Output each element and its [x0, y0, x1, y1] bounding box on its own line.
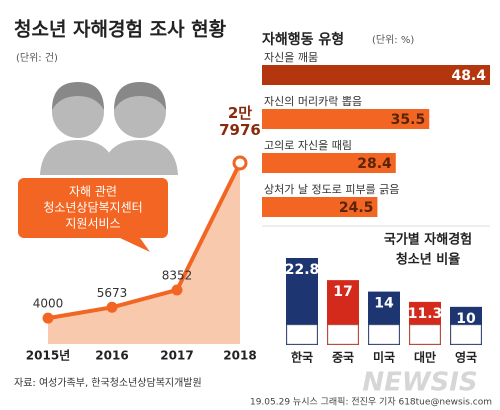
chart-title: 자해행동 유형 [262, 31, 344, 48]
x-tick-label: 2017 [160, 349, 193, 363]
value-label: 8352 [162, 268, 193, 282]
x-tick-label: 2015년 [26, 349, 70, 363]
point [232, 155, 248, 171]
category-label: 자신의 머리카락 뽑음 [264, 95, 362, 108]
unit: (단위: %) [372, 33, 414, 46]
flag [327, 324, 359, 345]
title: 청소년 자해경험 조사 현황 [14, 18, 227, 41]
value-label: 11.3 [408, 306, 443, 322]
x-tick-label: 2018 [223, 349, 256, 363]
bar [262, 109, 430, 129]
annotation: 자해 관련 [69, 185, 117, 199]
value-label-line: 2만 [228, 104, 252, 122]
category-label: 영국 [455, 350, 477, 365]
watermark: NEWSIS [362, 368, 477, 398]
annotation-pointer [120, 238, 150, 252]
flag [286, 324, 318, 345]
annotation: 지원서비스 [65, 217, 120, 231]
category-label: 중국 [332, 351, 354, 365]
value-label: 5673 [97, 286, 128, 300]
unit: (단위: 건) [16, 51, 58, 64]
flag [409, 324, 441, 345]
hair [52, 82, 166, 110]
source: 자료: 여성가족부, 한국청소년상담복지개발원 [14, 377, 202, 389]
value-label: 17 [333, 284, 352, 300]
point [106, 301, 118, 313]
chart-title: 청소년 비율 [396, 252, 460, 268]
chart-title: 국가별 자해경험 [384, 232, 472, 248]
category-label: 상처가 날 정도로 피부를 긁음 [264, 183, 399, 196]
category-label: 고의로 자신을 때림 [264, 139, 352, 152]
flag [368, 324, 400, 345]
value-label: 24.5 [339, 200, 374, 216]
value-label: 22.8 [285, 262, 320, 278]
value-label: 28.4 [357, 156, 392, 172]
value-label: 4000 [33, 297, 64, 311]
annotation: 청소년상담복지센터 [43, 201, 142, 215]
x-tick-label: 2016 [95, 349, 128, 363]
category-label: 대만 [414, 350, 436, 365]
annotation-box [18, 178, 168, 238]
value-label: 48.4 [451, 68, 486, 84]
credit: 19.05.29 뉴시스 그래픽: 전진우 기자 618tue@newsis.c… [250, 397, 492, 408]
value-label: 10 [456, 311, 476, 327]
value-label: 14 [374, 296, 394, 312]
people-icon [40, 86, 178, 175]
category-label: 한국 [291, 350, 313, 365]
value-label-line: 7976 [219, 121, 261, 139]
point [42, 312, 54, 324]
value-label: 2만 7976 [219, 104, 261, 139]
area [48, 163, 240, 344]
bar [262, 197, 378, 217]
point [171, 284, 183, 296]
bar [262, 65, 490, 85]
category-label: 미국 [373, 350, 395, 365]
category-label: 자신을 깨뭄 [264, 51, 318, 64]
value-label: 35.5 [391, 112, 426, 128]
line [47, 162, 242, 321]
bar [262, 153, 396, 173]
flag [450, 324, 482, 345]
